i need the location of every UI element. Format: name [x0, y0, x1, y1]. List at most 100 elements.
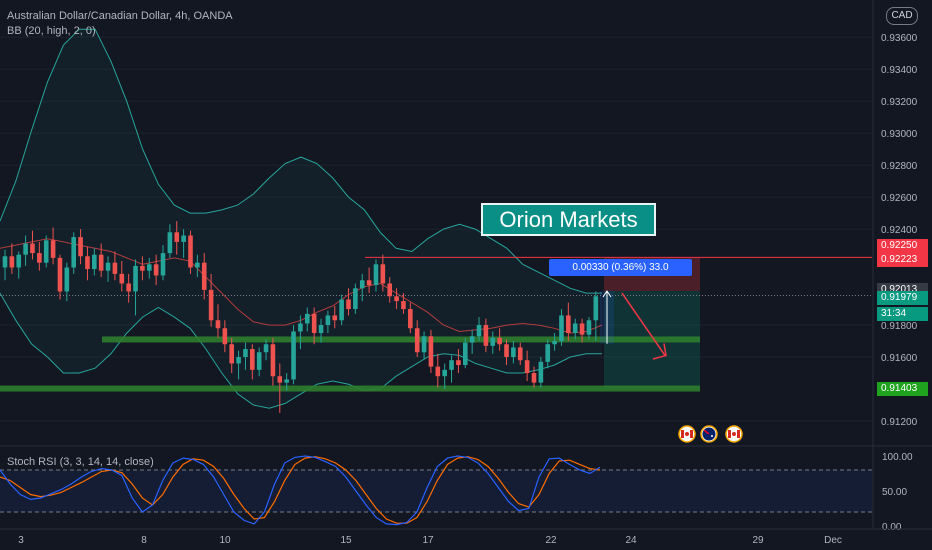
bollinger-upper: [0, 28, 602, 294]
time-tick-label: 22: [545, 535, 557, 546]
price-tick-label: 0.93600: [881, 33, 918, 44]
candle-body: [133, 265, 138, 292]
candle-body: [593, 296, 599, 321]
bollinger-basis: [0, 238, 603, 334]
australia-flag-icon: [700, 425, 718, 443]
candle-body: [456, 360, 461, 366]
candle-body: [353, 288, 358, 310]
price-tick-label: 0.92400: [881, 225, 918, 236]
candle-body: [85, 256, 90, 270]
candle-body: [284, 379, 289, 383]
candle-body: [318, 325, 324, 334]
candle-body: [277, 376, 283, 383]
candle-body: [243, 349, 248, 358]
bollinger-fill: [0, 29, 602, 409]
price-tick-label: 0.91600: [881, 353, 918, 364]
candle-body: [511, 347, 516, 358]
time-tick-label: 29: [752, 535, 764, 546]
candle-body: [304, 313, 310, 324]
price-axis: 0.93600 0.93400 0.93200 0.93000 0.92800 0.926…: [872, 0, 918, 528]
candle-body: [394, 296, 399, 302]
candle-body: [339, 299, 344, 321]
candle-body: [449, 360, 454, 370]
candle-body: [78, 237, 83, 257]
candle-body: [483, 325, 489, 346]
candle-body: [92, 254, 97, 270]
candle-body: [332, 315, 338, 321]
stoch-tick-label: 0.00: [882, 522, 902, 533]
candle-body: [442, 369, 447, 377]
canada-flag-icon: [725, 425, 743, 443]
price-label: 0.92250: [877, 239, 928, 254]
candle-body: [215, 320, 221, 329]
candle-body: [229, 344, 235, 364]
time-tick-label: 24: [625, 535, 637, 546]
candle-body: [37, 253, 42, 263]
time-tick-label: 8: [141, 535, 147, 546]
candle-body: [208, 289, 214, 321]
stoch-rsi-pane: 100.00 50.00 0.00: [0, 445, 932, 533]
candle-body: [23, 243, 28, 255]
drawing-overlay: [600, 290, 743, 443]
stoch-tick-label: 100.00: [882, 452, 913, 463]
forecast-arrowhead: [652, 343, 667, 360]
candle-body: [579, 323, 585, 335]
candle-body: [373, 264, 379, 286]
candle-body: [167, 232, 173, 254]
bollinger-bands: [0, 28, 603, 409]
candle-body: [153, 264, 159, 276]
price-tick-label: 0.93000: [881, 129, 918, 140]
forecast-arrow: [621, 292, 666, 356]
measure-arrowhead: [602, 290, 612, 298]
candle-body: [428, 336, 434, 367]
candle-body: [201, 262, 207, 290]
candle-body: [359, 280, 365, 289]
candle-body: [469, 336, 475, 343]
candle-body: [71, 237, 76, 268]
candle-body: [222, 328, 228, 345]
candle-body: [146, 264, 152, 271]
support-zone-lower: [0, 385, 700, 392]
time-tick-label: 10: [219, 535, 231, 546]
candle-body: [64, 267, 70, 292]
candle-body: [586, 320, 592, 335]
price-tick-label: 0.91200: [881, 417, 918, 428]
brand-watermark: Orion Markets: [481, 203, 656, 236]
candle-body: [524, 360, 530, 374]
candle-body: [98, 254, 104, 271]
time-axis: 3 8 10 15 17 22 24 29 Dec: [0, 528, 932, 546]
candle-body: [572, 323, 578, 334]
candle-body: [174, 232, 180, 242]
candle-body: [566, 315, 571, 334]
grid: [0, 36, 872, 422]
stoch-rsi-label: Stoch RSI (3, 3, 14, 14, close): [7, 456, 154, 468]
candle-body: [435, 366, 441, 377]
candle-body: [195, 262, 200, 268]
candle-body: [263, 344, 269, 353]
price-levels: [0, 256, 872, 392]
time-tick-label: Dec: [824, 535, 842, 546]
candle-body: [126, 283, 131, 292]
candle-body: [387, 283, 393, 297]
price-tick-label: 0.93200: [881, 97, 918, 108]
symbol-title: Australian Dollar/Canadian Dollar, 4h, O…: [7, 10, 233, 22]
stoch-band-fill: [0, 470, 872, 512]
candles: [2, 221, 599, 414]
candle-body: [250, 349, 255, 370]
candle-body: [2, 256, 8, 268]
candle-body: [105, 262, 111, 271]
candle-body: [43, 240, 49, 263]
candle-body: [462, 342, 468, 366]
time-tick-label: 17: [422, 535, 434, 546]
candle-body: [50, 240, 56, 258]
currency-badge[interactable]: CAD: [886, 7, 918, 25]
candle-body: [538, 361, 544, 383]
time-tick-label: 15: [340, 535, 352, 546]
price-label: 0.91403: [877, 381, 928, 396]
candle-body: [401, 301, 406, 310]
indicator-label: BB (20, high, 2, 0): [7, 25, 96, 37]
candle-body: [497, 337, 502, 345]
stoch-d-line: [0, 456, 601, 524]
stoch-k-line: [0, 455, 601, 526]
